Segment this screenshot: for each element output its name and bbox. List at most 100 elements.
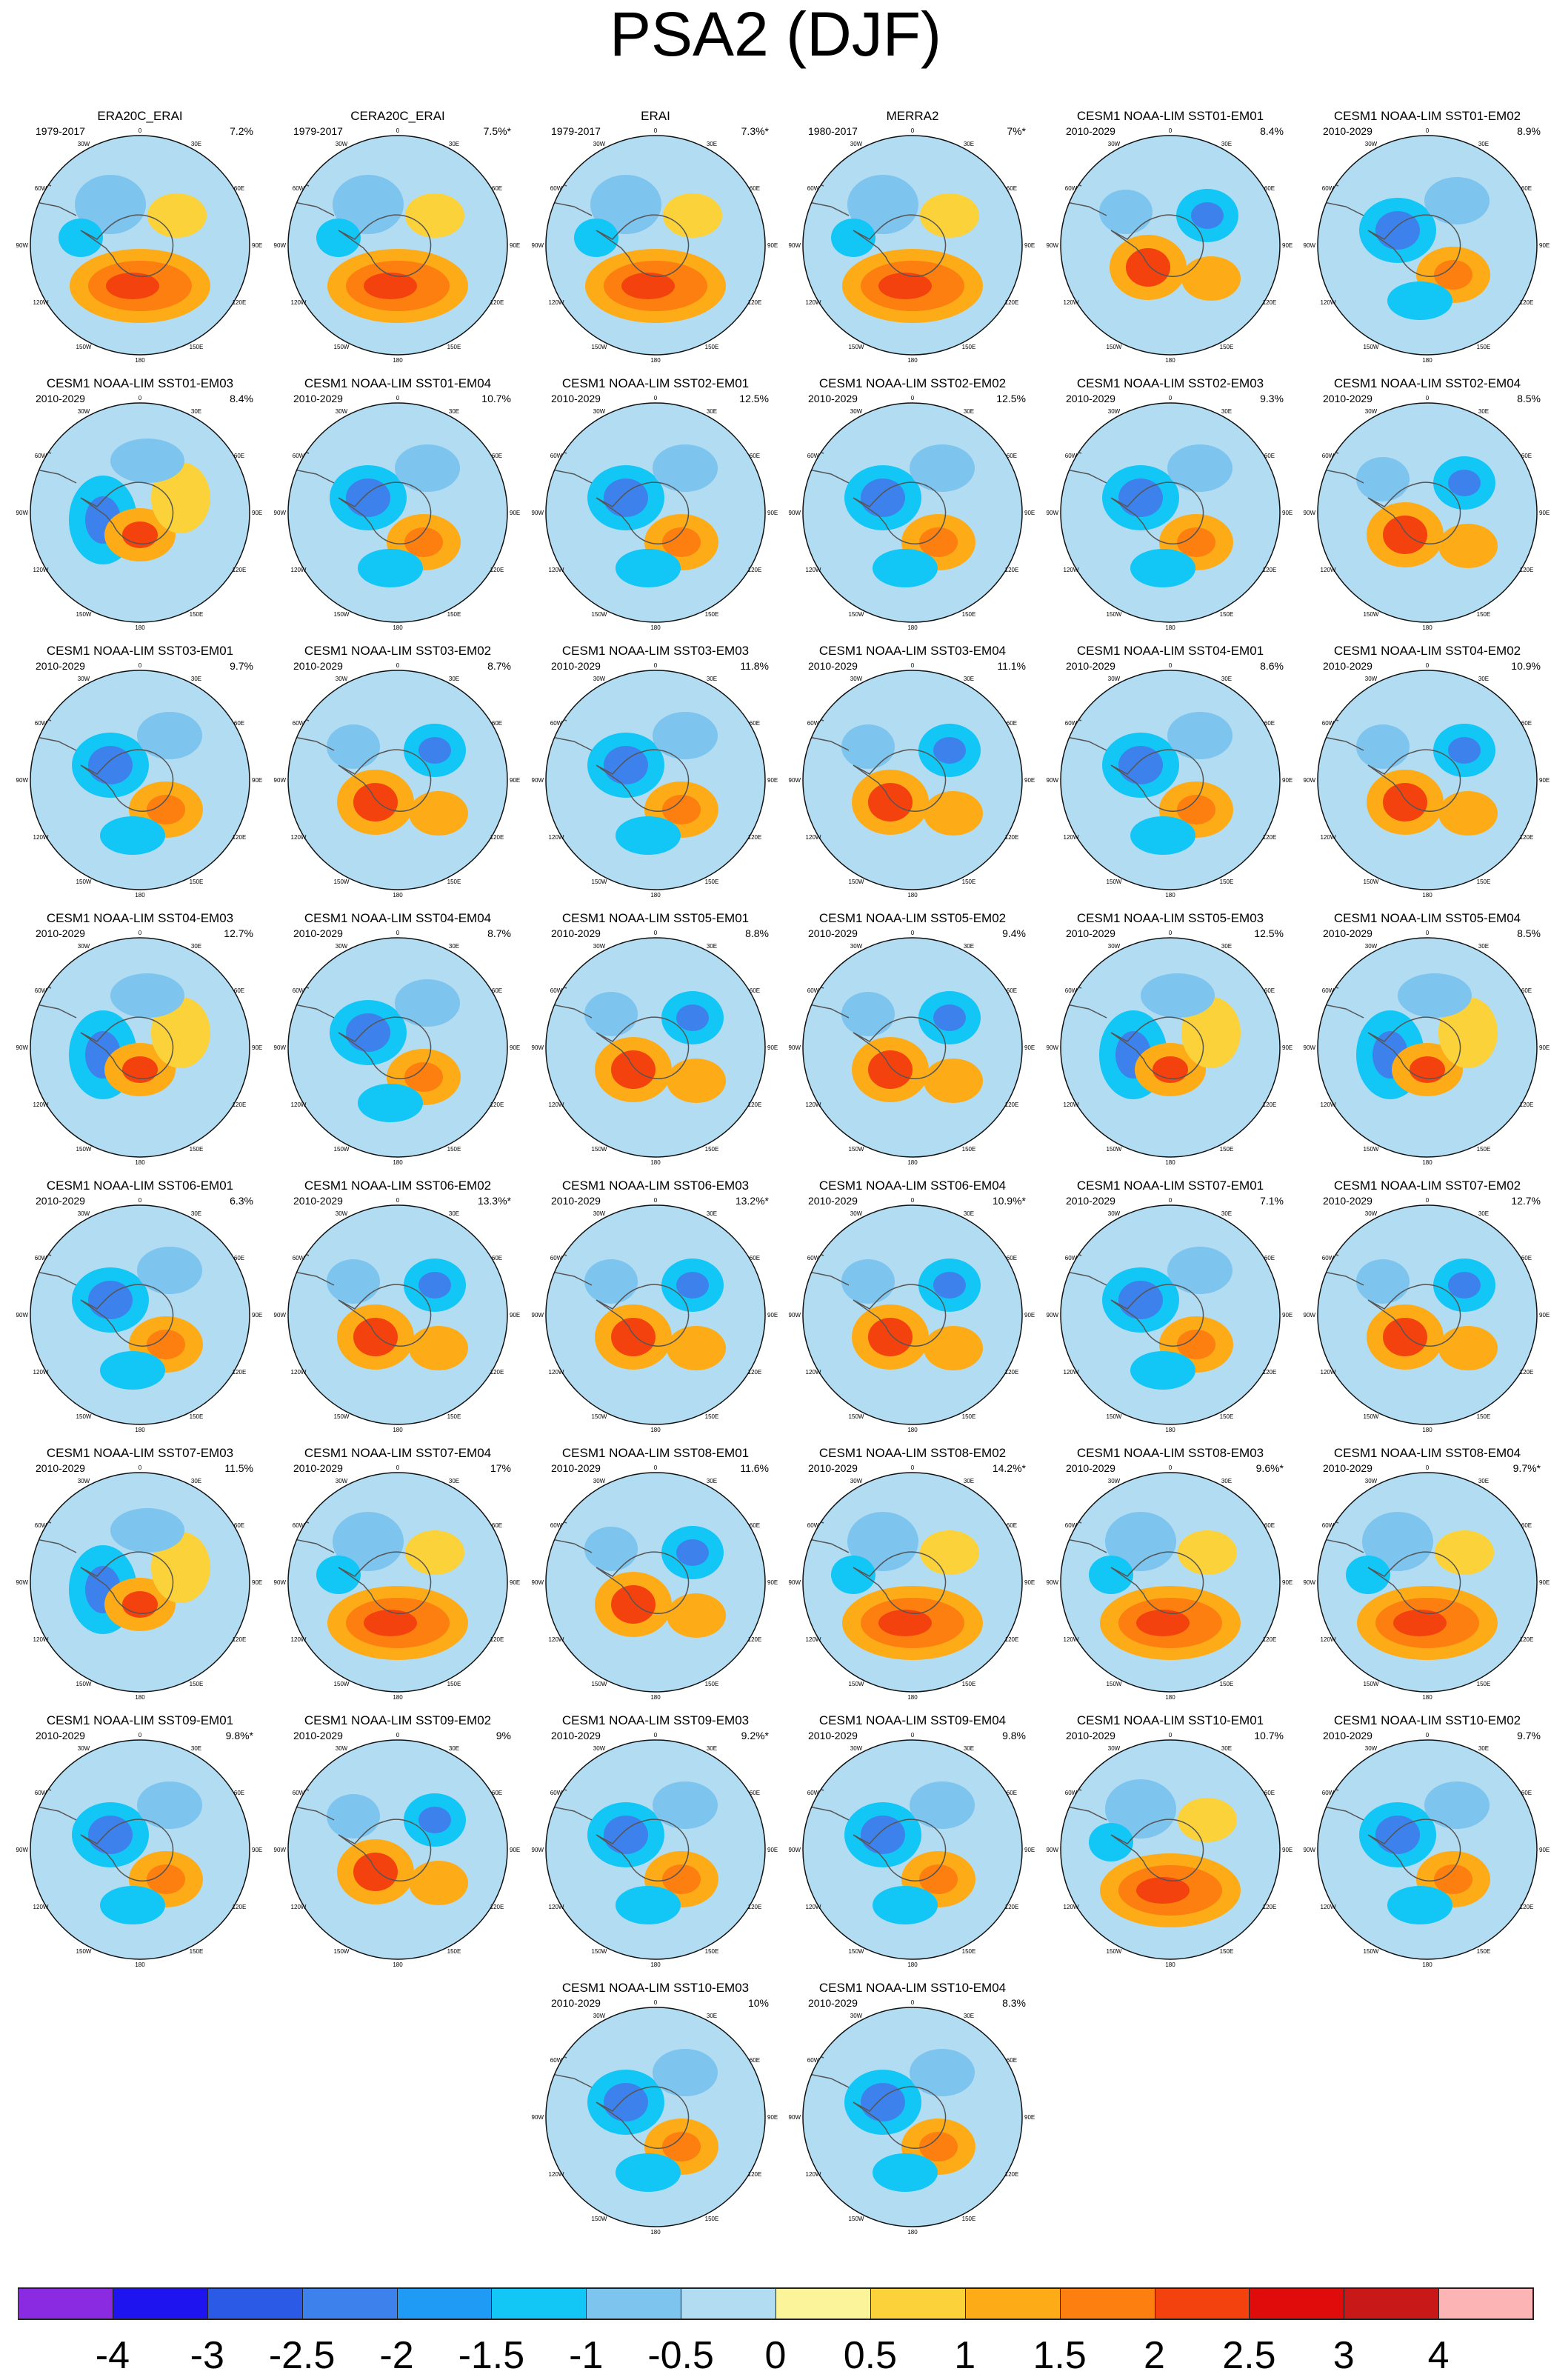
polar-map: 0 30W 30E 60W 60E 90W 90E 120W 120E 150W 150E 180 [532,1464,778,1701]
lon-label: 120W [806,2171,821,2178]
map-frame [1317,670,1538,890]
lon-label: 150W [849,1681,864,1687]
anomaly-contour [920,193,979,238]
lon-label: 150W [1364,344,1379,350]
lon-label: 90W [1047,242,1059,249]
lon-label: 150E [190,1413,204,1420]
antarctica-coastline [596,1016,690,1079]
polar-map: 0 30W 30E 60W 60E 90W 90E 120W 120E 150W 150E 180 [1304,1197,1550,1433]
field-background [1061,1740,1280,1959]
anomaly-contour [137,1781,202,1829]
panel-variance-pct: 9.7% [1517,1730,1541,1741]
lon-label: 0 [139,930,142,936]
lon-label: 60E [1007,2057,1017,2064]
anomaly-contour [1383,516,1427,554]
lon-label: 60W [807,1255,820,1261]
lon-label: 90E [1539,1847,1550,1853]
lon-label: 30W [336,141,348,147]
lon-label: 120W [1064,1904,1079,1910]
lon-label: 30W [1108,1210,1121,1217]
map-panel: CESM1 NOAA-LIM SST02-EM02 2010-2029 12.5% 0… [789,376,1035,631]
anomaly-contour [137,712,202,759]
lon-label: 120W [1064,1636,1079,1643]
panel-period: 2010-2029 [551,1462,601,1474]
lon-label: 120W [291,567,307,573]
lon-label: 120W [1064,299,1079,306]
panel-title: CESM1 NOAA-LIM SST08-EM04 [1333,1446,1521,1460]
lon-label: 90E [1539,1312,1550,1319]
panel-variance-pct: 7.1% [1260,1195,1284,1207]
lon-label: 30E [1478,1745,1489,1752]
lon-label: 150W [1107,1146,1122,1153]
lon-label: 0 [654,1464,658,1471]
map-frame [802,402,1023,623]
lon-label: 150W [592,1681,607,1687]
lon-label: 90W [1304,777,1316,784]
polar-map: 0 30W 30E 60W 60E 90W 90E 120W 120E 150W 150E 180 [532,395,778,631]
lon-label: 60W [35,1790,47,1796]
colorbar-segment [1249,2287,1345,2320]
lon-label: 90E [510,242,520,249]
map-panel: CESM1 NOAA-LIM SST04-EM01 2010-2029 8.6% 0 3… [1047,643,1293,899]
lon-label: 60W [35,987,47,994]
lon-label: 30E [1221,141,1232,147]
antarctica-coastline [1367,1016,1461,1079]
lon-label: 0 [1426,1197,1430,1204]
lon-label: 90E [767,1312,778,1319]
lon-label: 180 [393,1694,403,1701]
antarctica-coastline [1110,1819,1204,1881]
anomaly-contour [1118,1281,1163,1319]
lon-label: 90W [274,510,287,516]
lon-label: 180 [907,1159,918,1166]
map-panel: CESM1 NOAA-LIM SST05-EM02 2010-2029 9.4% 0 3… [789,910,1035,1166]
polar-map: 0 30W 30E 60W 60E 90W 90E 120W 120E 150W 150E 180 [1047,395,1293,631]
lon-label: 60W [807,2057,820,2064]
panel-variance-pct: 8.5% [1517,393,1541,404]
lon-label: 90W [1047,1579,1059,1586]
lon-label: 90E [510,1579,520,1586]
map-panel: CESM1 NOAA-LIM SST03-EM02 2010-2029 8.7% 0 3… [274,643,521,899]
lon-label: 150W [592,344,607,350]
panel-period: 2010-2029 [36,393,85,404]
panel-period: 2010-2029 [1323,1730,1372,1741]
anomaly-contour [831,219,875,257]
map-panel: CESM1 NOAA-LIM SST10-EM04 2010-2029 8.3% 0 3… [789,1980,1035,2236]
anomaly-contour [616,1886,681,1924]
anomaly-contour [611,1050,656,1089]
anomaly-contour [88,1816,133,1854]
panel-title: CESM1 NOAA-LIM SST10-EM02 [1333,1713,1521,1727]
panel-period: 1979-2017 [293,125,343,137]
panel-period: 2010-2029 [808,393,858,404]
lon-label: 60W [1065,720,1078,727]
anomaly-contour [1383,1318,1427,1356]
anomaly-contour [364,273,417,299]
antarctica-coastline [853,1551,947,1614]
anomaly-contour [100,816,165,855]
lon-label: 30E [191,1210,201,1217]
panel-variance-pct: 8.4% [1260,125,1284,137]
lon-label: 30W [850,1210,863,1217]
colorbar-tick-label: -3 [190,2334,224,2377]
map-frame [1060,1472,1281,1693]
lon-label: 120W [549,1369,564,1376]
lon-label: 90E [1024,510,1035,516]
lon-label: 150E [1477,344,1491,350]
lon-label: 90E [767,2114,778,2121]
anomaly-contour [100,1886,165,1924]
map-frame [287,1472,508,1693]
antarctica-coastline [596,749,690,812]
lon-label: 90W [789,1579,801,1586]
field-background [1061,1473,1280,1692]
panel-variance-pct: 7%* [1007,125,1026,137]
anomaly-contour [1177,527,1215,557]
map-frame [1317,937,1538,1158]
lon-label: 120W [549,1101,564,1108]
antarctica-coastline [596,1819,690,1881]
lon-label: 150E [1477,879,1491,885]
lon-label: 90W [1047,1312,1059,1319]
lon-label: 0 [911,1197,915,1204]
lon-label: 120E [490,1636,504,1643]
lon-label: 180 [135,1427,145,1433]
lon-label: 30W [1365,1210,1378,1217]
lon-label: 120E [1520,299,1534,306]
